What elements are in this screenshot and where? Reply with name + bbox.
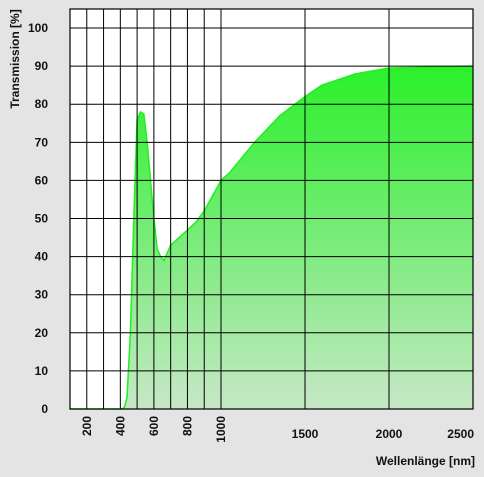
y-tick-label: 30 <box>35 288 49 302</box>
x-axis-label: Wellenlänge [nm] <box>376 454 475 468</box>
plot-frame <box>69 8 474 410</box>
y-tick-label: 40 <box>35 250 49 264</box>
y-tick-label: 60 <box>35 173 49 187</box>
y-tick-label: 20 <box>35 326 49 340</box>
y-tick-label: 10 <box>35 364 49 378</box>
x-tick-label: 1500 <box>292 427 319 441</box>
y-axis-ticks: 0 10 20 30 40 50 60 70 80 90 100 <box>28 21 48 416</box>
y-tick-label: 90 <box>35 59 49 73</box>
y-tick-label: 70 <box>35 135 49 149</box>
y-axis-label: Transmission [%] <box>8 9 22 108</box>
x-tick-label: 2000 <box>376 427 403 441</box>
x-tick-label: 1000 <box>214 416 228 443</box>
x-tick-label: 400 <box>113 416 127 436</box>
x-tick-label: 800 <box>180 416 194 436</box>
y-tick-label: 50 <box>35 212 49 226</box>
x-tick-label: 600 <box>147 416 161 436</box>
y-tick-label: 80 <box>35 97 49 111</box>
y-tick-label: 100 <box>28 21 48 35</box>
y-tick-label: 0 <box>41 402 48 416</box>
x-axis-ticks: 200 400 600 800 1000 1500 2000 2500 <box>80 416 475 443</box>
x-tick-label: 200 <box>80 416 94 436</box>
x-tick-label: 2500 <box>447 427 474 441</box>
grid-lines <box>70 9 473 410</box>
